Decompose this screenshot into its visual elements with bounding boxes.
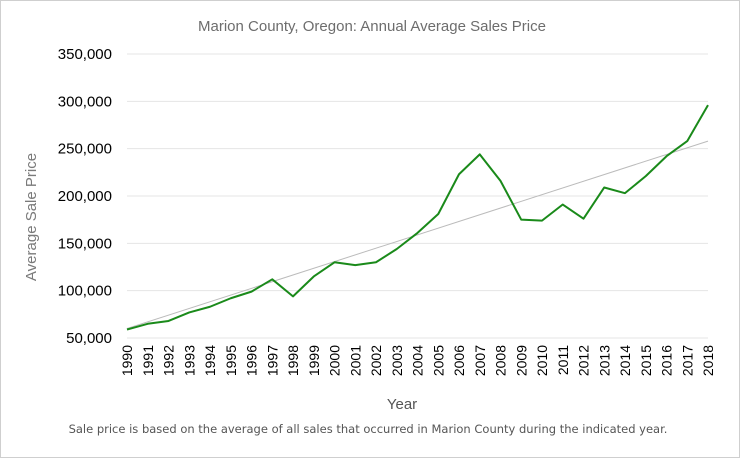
x-tick-label: 2018 bbox=[700, 345, 716, 376]
x-tick-label: 1999 bbox=[306, 345, 322, 376]
x-tick-label: 2002 bbox=[368, 345, 384, 376]
x-tick-label: 2001 bbox=[347, 345, 363, 376]
chart-title: Marion County, Oregon: Annual Average Sa… bbox=[198, 18, 546, 35]
x-tick-label: 2015 bbox=[638, 345, 654, 376]
y-tick-label: 250,000 bbox=[58, 141, 112, 158]
x-tick-labels: 1990 1991 1992 1993 1994 1995 1996 1997 1998 1999… bbox=[119, 345, 716, 376]
y-tick-label: 150,000 bbox=[58, 235, 112, 252]
x-tick-label: 2014 bbox=[617, 345, 633, 376]
x-tick-label: 2013 bbox=[596, 345, 612, 376]
x-tick-label: 1994 bbox=[202, 345, 218, 376]
x-tick-label: 2007 bbox=[472, 345, 488, 376]
y-tick-label: 350,000 bbox=[58, 46, 112, 63]
x-tick-label: 1995 bbox=[223, 345, 239, 376]
x-tick-label: 2006 bbox=[451, 345, 467, 376]
x-tick-label: 1992 bbox=[161, 345, 177, 376]
y-tick-label: 50,000 bbox=[66, 330, 112, 347]
x-tick-label: 2012 bbox=[576, 345, 592, 376]
y-axis-label: Average Sale Price bbox=[23, 153, 40, 281]
chart-footnote: Sale price is based on the average of al… bbox=[69, 422, 668, 436]
x-tick-label: 1998 bbox=[285, 345, 301, 376]
trend-line bbox=[126, 140, 709, 330]
x-tick-label: 2017 bbox=[679, 345, 695, 376]
grid-lines bbox=[127, 53, 708, 339]
x-tick-label: 2011 bbox=[555, 345, 571, 375]
x-tick-label: 1997 bbox=[264, 345, 280, 376]
x-tick-label: 2000 bbox=[327, 345, 343, 376]
x-tick-label: 1991 bbox=[140, 345, 156, 376]
x-tick-label: 2005 bbox=[430, 345, 446, 376]
x-tick-label: 2004 bbox=[410, 345, 426, 376]
x-axis-label: Year bbox=[387, 396, 417, 413]
y-tick-labels: 50,000 100,000 150,000 200,000 250,000 300,00… bbox=[58, 46, 112, 347]
x-tick-label: 2003 bbox=[389, 345, 405, 376]
x-tick-label: 2009 bbox=[513, 345, 529, 376]
y-tick-label: 100,000 bbox=[58, 283, 112, 300]
y-tick-label: 200,000 bbox=[58, 188, 112, 205]
x-tick-label: 1993 bbox=[181, 345, 197, 376]
series-line bbox=[126, 104, 709, 331]
x-tick-label: 1996 bbox=[244, 345, 260, 376]
x-tick-label: 2010 bbox=[534, 345, 550, 376]
x-tick-label: 1990 bbox=[119, 345, 135, 376]
x-tick-label: 2016 bbox=[659, 345, 675, 376]
y-tick-label: 300,000 bbox=[58, 93, 112, 110]
x-tick-label: 2008 bbox=[493, 345, 509, 376]
